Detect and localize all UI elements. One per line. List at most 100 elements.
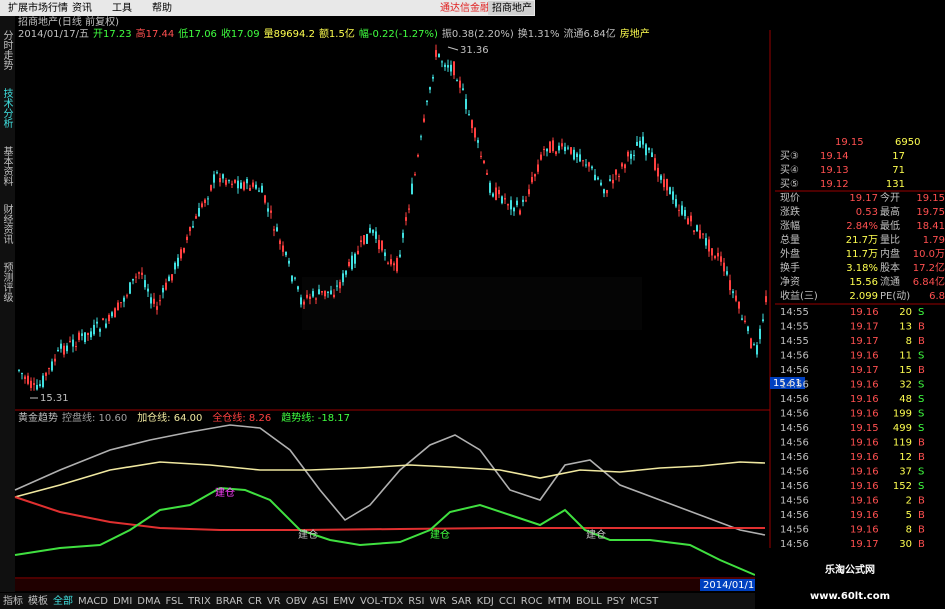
- indicator-tab[interactable]: DMI: [113, 596, 132, 607]
- indicator-tab[interactable]: VR: [267, 596, 281, 607]
- candle-body: [483, 160, 485, 164]
- tick-time: 14:56: [780, 452, 809, 463]
- tick-price: 19.16: [850, 481, 879, 492]
- indicator-tab[interactable]: CCI: [499, 596, 516, 607]
- watermark-bg: [755, 548, 945, 609]
- candle-body: [471, 120, 473, 129]
- candle-body: [48, 368, 50, 370]
- candle-body: [600, 182, 602, 186]
- tick-price: 19.16: [850, 467, 879, 478]
- menu-item[interactable]: 扩展市场行情: [8, 1, 68, 14]
- candle-body: [408, 208, 410, 210]
- indicator-tab[interactable]: KDJ: [477, 596, 494, 607]
- indicator-tab[interactable]: CR: [248, 596, 262, 607]
- menu-item[interactable]: 工具: [112, 2, 132, 14]
- indicator-tab[interactable]: BOLL: [576, 596, 602, 607]
- indicator-tab[interactable]: ASI: [312, 596, 328, 607]
- candle-body: [21, 373, 23, 375]
- tick-side: S: [918, 380, 924, 391]
- candle-body: [636, 141, 638, 146]
- tick-side: S: [918, 423, 924, 434]
- stat-label: 股本: [880, 261, 900, 274]
- indicator-tab[interactable]: ROC: [521, 596, 543, 607]
- stat-value: 1.79: [923, 235, 945, 246]
- candle-body: [222, 174, 224, 179]
- candle-body: [435, 50, 437, 57]
- side-tab[interactable]: 基本资料: [1, 145, 13, 187]
- indicator-tab[interactable]: TRIX: [187, 596, 211, 607]
- add-line: [14, 461, 766, 498]
- indicator-tab[interactable]: MCST: [630, 596, 659, 607]
- tick-side: S: [918, 481, 924, 492]
- indicator-tab[interactable]: DMA: [137, 596, 160, 607]
- indicator-tab[interactable]: PSY: [607, 596, 626, 607]
- candle-body: [42, 375, 44, 388]
- candle-body: [255, 184, 257, 189]
- candle-body: [738, 301, 740, 309]
- candle-body: [321, 290, 323, 293]
- candle-body: [81, 333, 83, 336]
- menu-item[interactable]: 帮助: [152, 1, 172, 14]
- indicator-tab[interactable]: BRAR: [216, 596, 243, 607]
- tick-side: B: [918, 336, 925, 347]
- indicator-tab[interactable]: 指标: [3, 594, 23, 607]
- tick-side: S: [918, 351, 924, 362]
- indicator-tab[interactable]: MTM: [548, 596, 571, 607]
- candle-body: [108, 314, 110, 322]
- tick-time: 14:56: [780, 510, 809, 521]
- indicator-tab[interactable]: EMV: [333, 596, 355, 607]
- candle-body: [360, 240, 362, 243]
- indicator-tab[interactable]: FSL: [165, 596, 183, 607]
- candle-body: [456, 80, 458, 82]
- tick-vol: 15: [899, 365, 912, 376]
- side-tab[interactable]: 分时走势: [1, 30, 13, 71]
- candle-body: [45, 372, 47, 376]
- indicator-tab[interactable]: RSI: [408, 596, 424, 607]
- menu-item[interactable]: 资讯: [72, 2, 92, 14]
- candle-body: [531, 176, 533, 183]
- indicator-tab[interactable]: 全部: [53, 594, 73, 607]
- candle-body: [444, 64, 446, 67]
- indicator-tab[interactable]: SAR: [451, 596, 471, 607]
- indicator-value: 加仓线: 64.00: [137, 411, 202, 424]
- candle-body: [495, 187, 497, 200]
- candle-body: [243, 182, 245, 190]
- side-tab[interactable]: 技术分析: [1, 87, 13, 129]
- candle-body: [570, 147, 572, 154]
- candle-body: [309, 296, 311, 300]
- candle-body: [477, 140, 479, 143]
- tick-time: 14:56: [780, 351, 809, 362]
- stat-label: 今开: [880, 191, 900, 204]
- candle-body: [411, 183, 413, 195]
- stat-label: 总量: [780, 233, 800, 246]
- candle-body: [63, 345, 65, 355]
- candle-body: [666, 178, 668, 191]
- tick-vol: 30: [899, 539, 912, 550]
- indicator-tab[interactable]: MACD: [78, 596, 108, 607]
- candle-body: [138, 272, 140, 274]
- candle-body: [102, 318, 104, 321]
- candle-body: [129, 282, 131, 294]
- indicator-tab[interactable]: 模板: [28, 594, 48, 607]
- candle-body: [201, 203, 203, 208]
- candle-body: [543, 148, 545, 151]
- candle-body: [402, 232, 404, 238]
- indicator-tab[interactable]: WR: [429, 596, 446, 607]
- candle-body: [390, 259, 392, 265]
- candle-body: [642, 136, 644, 145]
- candle-body: [579, 154, 581, 162]
- bid-price: 19.12: [820, 179, 849, 190]
- side-tab[interactable]: 预测评级: [1, 262, 13, 303]
- candle-body: [345, 270, 347, 275]
- candle-body: [369, 227, 371, 233]
- indicator-tab[interactable]: OBV: [286, 596, 307, 607]
- candle-body: [498, 189, 500, 195]
- candle-body: [312, 291, 314, 297]
- tab-bar: [0, 593, 760, 609]
- side-tab[interactable]: 财经资讯: [1, 203, 13, 245]
- candle-body: [468, 114, 470, 116]
- indicator-tab[interactable]: VOL-TDX: [360, 596, 403, 607]
- stat-label: 收益(三): [780, 289, 818, 302]
- quote-price: 19.15: [835, 137, 864, 148]
